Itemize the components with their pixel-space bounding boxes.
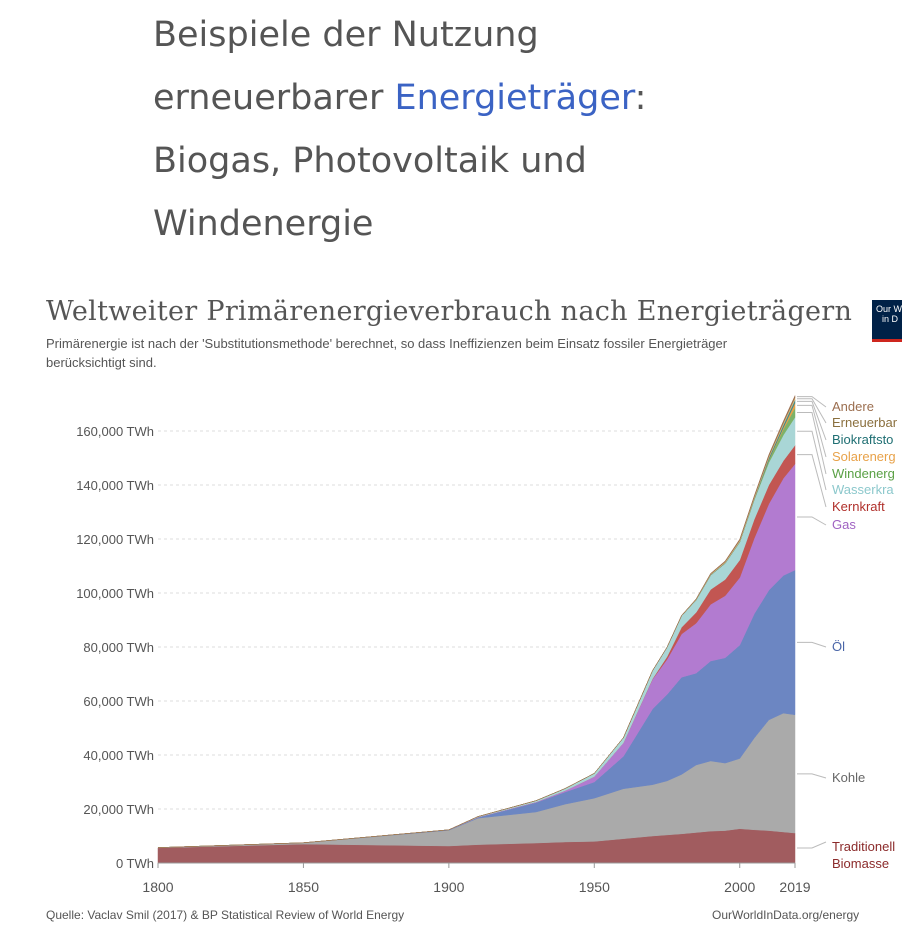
label-leader-line [797, 641, 827, 648]
logo-line-1: Our W [876, 304, 902, 314]
y-tick-label: 60,000 TWh [83, 694, 154, 709]
series-label: Solarenerg [832, 449, 896, 464]
series-label: Windenerg [832, 466, 895, 481]
label-leader-line [797, 454, 827, 508]
x-tick-label: 1900 [433, 879, 464, 895]
y-tick-label: 80,000 TWh [83, 640, 154, 655]
caption-colon: : [634, 78, 647, 118]
caption-text: erneuerbarer [153, 78, 395, 118]
series-label: Andere [832, 399, 874, 414]
label-leader-line [797, 400, 827, 441]
caption-line-4: Windenergie [153, 204, 374, 244]
label-leader-line [797, 516, 827, 526]
series-label: Kernkraft [832, 499, 885, 514]
label-leader-line [797, 430, 827, 491]
y-tick-label: 0 TWh [116, 856, 154, 871]
x-tick-label: 2019 [779, 879, 810, 895]
label-leader-line [797, 398, 827, 424]
label-leader-line [797, 396, 827, 408]
chart-site-link[interactable]: OurWorldInData.org/energy [712, 908, 860, 922]
x-tick-label: 2000 [724, 879, 755, 895]
caption-line-1: Beispiele der Nutzung [153, 15, 539, 55]
chart-source: Quelle: Vaclav Smil (2017) & BP Statisti… [46, 908, 405, 922]
series-label: Biokraftsto [832, 432, 893, 447]
y-tick-label: 120,000 TWh [76, 532, 154, 547]
caption-line-2: erneuerbarer Energieträger: [153, 67, 853, 130]
image-caption: Beispiele der Nutzung erneuerbarer Energ… [153, 4, 853, 256]
y-tick-label: 100,000 TWh [76, 586, 154, 601]
series-label: Wasserkra [832, 482, 894, 497]
label-leader-line [797, 404, 827, 458]
area-andere [157, 395, 796, 848]
y-tick-label: 160,000 TWh [76, 424, 154, 439]
series-label: Traditionell [832, 839, 895, 854]
series-label: Kohle [832, 770, 865, 785]
series-label: Öl [832, 639, 845, 654]
x-tick-label: 1800 [142, 879, 173, 895]
label-leader-line [797, 773, 827, 779]
series-label: Biomasse [832, 856, 889, 871]
energietraeger-link[interactable]: Energieträger [394, 78, 635, 118]
x-tick-label: 1950 [579, 879, 610, 895]
x-tick-label: 1850 [288, 879, 319, 895]
chart-title: Weltweiter Primärenergieverbrauch nach E… [46, 296, 853, 327]
series-label: Gas [832, 517, 856, 532]
chart-subtitle: Primärenergie ist nach der 'Substitution… [46, 336, 728, 370]
y-tick-label: 140,000 TWh [76, 478, 154, 493]
label-leader-line [797, 841, 827, 849]
series-label: Erneuerbar [832, 415, 898, 430]
y-tick-label: 20,000 TWh [83, 802, 154, 817]
y-tick-label: 40,000 TWh [83, 748, 154, 763]
logo-line-2: in D [882, 314, 899, 324]
caption-line-3: Biogas, Photovoltaik und [153, 141, 587, 181]
label-leader-line [797, 412, 827, 475]
